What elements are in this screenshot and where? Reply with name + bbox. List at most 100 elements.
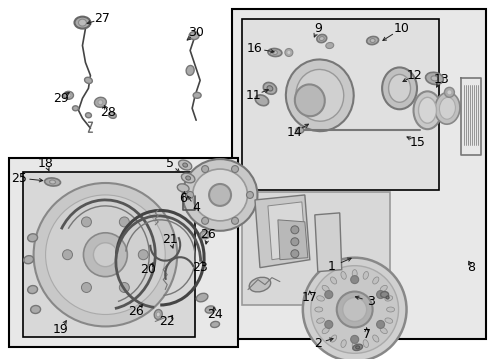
Ellipse shape bbox=[186, 192, 193, 198]
Ellipse shape bbox=[249, 277, 270, 292]
Circle shape bbox=[290, 238, 298, 246]
Ellipse shape bbox=[340, 340, 346, 347]
Circle shape bbox=[119, 217, 129, 227]
Ellipse shape bbox=[231, 217, 238, 224]
Ellipse shape bbox=[266, 86, 272, 91]
Ellipse shape bbox=[28, 234, 38, 242]
Ellipse shape bbox=[379, 328, 386, 334]
Circle shape bbox=[324, 320, 332, 328]
Text: 18: 18 bbox=[38, 157, 53, 170]
Ellipse shape bbox=[369, 39, 374, 42]
Polygon shape bbox=[314, 213, 341, 272]
Ellipse shape bbox=[285, 49, 292, 57]
Ellipse shape bbox=[446, 90, 451, 95]
Bar bbox=[9, 158, 238, 347]
Text: 23: 23 bbox=[192, 261, 207, 274]
Text: 12: 12 bbox=[406, 69, 422, 82]
Ellipse shape bbox=[351, 270, 356, 278]
Polygon shape bbox=[277, 220, 307, 260]
Circle shape bbox=[138, 250, 148, 260]
Circle shape bbox=[34, 183, 177, 327]
Bar bbox=[232, 9, 486, 339]
Ellipse shape bbox=[44, 178, 61, 186]
Ellipse shape bbox=[372, 335, 378, 342]
Ellipse shape bbox=[267, 49, 281, 57]
Polygon shape bbox=[267, 202, 305, 260]
Ellipse shape bbox=[263, 82, 276, 94]
Text: 7: 7 bbox=[362, 328, 370, 341]
Ellipse shape bbox=[98, 100, 102, 105]
Ellipse shape bbox=[31, 306, 41, 314]
Ellipse shape bbox=[74, 17, 90, 28]
Circle shape bbox=[302, 258, 406, 360]
Circle shape bbox=[336, 292, 372, 328]
Ellipse shape bbox=[78, 19, 86, 26]
Ellipse shape bbox=[72, 106, 78, 111]
Ellipse shape bbox=[209, 184, 230, 206]
Ellipse shape bbox=[63, 91, 73, 99]
Ellipse shape bbox=[434, 93, 459, 124]
Ellipse shape bbox=[201, 166, 208, 172]
Circle shape bbox=[81, 217, 91, 227]
Text: 27: 27 bbox=[94, 12, 110, 25]
Text: 20: 20 bbox=[140, 263, 156, 276]
Ellipse shape bbox=[286, 50, 290, 54]
Circle shape bbox=[45, 195, 165, 315]
Text: 5: 5 bbox=[166, 157, 174, 170]
Ellipse shape bbox=[295, 127, 303, 133]
Text: 29: 29 bbox=[53, 92, 68, 105]
Ellipse shape bbox=[192, 169, 247, 221]
Text: 11: 11 bbox=[245, 89, 261, 102]
Ellipse shape bbox=[294, 84, 324, 116]
Text: 24: 24 bbox=[207, 308, 223, 321]
Text: 16: 16 bbox=[246, 42, 263, 55]
Ellipse shape bbox=[384, 318, 392, 323]
Ellipse shape bbox=[425, 72, 443, 85]
Circle shape bbox=[290, 226, 298, 234]
Ellipse shape bbox=[439, 97, 454, 119]
Circle shape bbox=[376, 291, 384, 298]
Ellipse shape bbox=[185, 176, 190, 180]
Ellipse shape bbox=[316, 296, 324, 301]
Ellipse shape bbox=[418, 97, 436, 123]
Ellipse shape bbox=[23, 256, 34, 264]
Ellipse shape bbox=[352, 344, 362, 351]
Text: 17: 17 bbox=[301, 291, 317, 304]
Ellipse shape bbox=[181, 173, 195, 183]
Circle shape bbox=[350, 336, 358, 343]
Ellipse shape bbox=[66, 93, 71, 97]
Ellipse shape bbox=[379, 285, 386, 292]
Text: 15: 15 bbox=[409, 136, 425, 149]
Ellipse shape bbox=[189, 32, 199, 40]
Ellipse shape bbox=[94, 97, 106, 107]
Text: 25: 25 bbox=[11, 171, 26, 185]
Text: 8: 8 bbox=[467, 261, 474, 274]
Circle shape bbox=[324, 291, 332, 298]
Ellipse shape bbox=[193, 92, 201, 98]
Ellipse shape bbox=[444, 87, 453, 97]
Ellipse shape bbox=[388, 75, 410, 102]
Circle shape bbox=[93, 243, 117, 267]
Ellipse shape bbox=[363, 271, 367, 279]
Ellipse shape bbox=[316, 318, 324, 323]
Ellipse shape bbox=[200, 231, 210, 239]
Ellipse shape bbox=[85, 113, 91, 118]
Polygon shape bbox=[254, 195, 309, 268]
Circle shape bbox=[290, 250, 298, 258]
Ellipse shape bbox=[186, 66, 194, 75]
Text: 3: 3 bbox=[366, 295, 374, 308]
Ellipse shape bbox=[330, 335, 336, 342]
Ellipse shape bbox=[49, 180, 56, 184]
Circle shape bbox=[350, 276, 358, 284]
Ellipse shape bbox=[380, 292, 388, 298]
Ellipse shape bbox=[413, 91, 441, 129]
Ellipse shape bbox=[202, 233, 207, 237]
Ellipse shape bbox=[246, 192, 253, 198]
Text: 1: 1 bbox=[327, 260, 335, 273]
Ellipse shape bbox=[330, 277, 336, 284]
Text: 21: 21 bbox=[162, 233, 178, 246]
Ellipse shape bbox=[178, 160, 191, 170]
Ellipse shape bbox=[231, 166, 238, 172]
Ellipse shape bbox=[196, 293, 207, 302]
Ellipse shape bbox=[84, 77, 92, 84]
